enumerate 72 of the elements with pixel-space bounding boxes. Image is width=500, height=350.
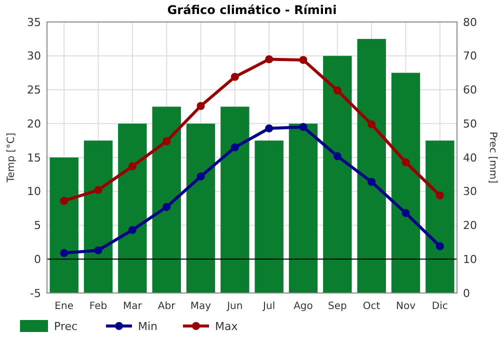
- y-tick-label: 10: [27, 185, 41, 198]
- point: [299, 56, 308, 64]
- x-tick-label: Ene: [54, 301, 74, 312]
- y2-tick-label: 60: [463, 84, 477, 97]
- x-tick-label: Sep: [328, 301, 347, 312]
- bar: [220, 106, 250, 293]
- bar: [426, 140, 454, 293]
- x-tick-label: Nov: [396, 301, 416, 312]
- point: [436, 191, 444, 200]
- y2-tick-label: 50: [463, 117, 477, 130]
- y2-tick-label: 80: [463, 16, 477, 29]
- bar: [288, 124, 318, 293]
- y2-tick-label: 30: [463, 185, 477, 198]
- y-tick-label: 25: [27, 84, 41, 97]
- point: [128, 162, 136, 170]
- bar: [118, 124, 147, 293]
- point: [299, 123, 308, 132]
- point: [368, 120, 376, 128]
- x-tick-label: May: [190, 301, 212, 312]
- point: [196, 102, 205, 110]
- point: [265, 55, 274, 64]
- point: [402, 209, 410, 218]
- point: [265, 124, 274, 132]
- chart-title: Gráfico climático - Rímini: [167, 3, 337, 17]
- bar: [357, 38, 386, 293]
- point: [230, 72, 239, 81]
- y2-tick-label: 20: [463, 219, 477, 232]
- y2-tick-label: 40: [463, 151, 477, 164]
- point: [333, 152, 342, 160]
- y2-tick-label: 10: [463, 252, 477, 266]
- y-tick-label: 20: [27, 117, 41, 130]
- x-tick-label: Jun: [226, 301, 243, 312]
- y-tick-label: 15: [27, 151, 41, 164]
- bar: [391, 72, 420, 293]
- y-tick-label: 35: [27, 16, 41, 29]
- bar: [50, 158, 78, 293]
- y2-axis-title: Prec [mm]: [487, 132, 498, 184]
- x-tick-label: Mar: [122, 301, 143, 312]
- bar: [84, 140, 113, 293]
- point: [94, 186, 102, 194]
- point: [333, 86, 342, 94]
- point: [402, 158, 410, 166]
- point: [196, 172, 205, 180]
- point: [230, 143, 239, 152]
- bar: [186, 124, 216, 293]
- point: [94, 246, 102, 254]
- y-axis-title: Temp [°C]: [6, 132, 17, 184]
- bar: [152, 106, 181, 293]
- y2-tick-label: 0: [463, 286, 470, 300]
- y-tick-label: -5: [30, 286, 41, 300]
- legend-label: Max: [215, 320, 238, 333]
- y-tick-label: 5: [34, 219, 41, 232]
- x-tick-label: Feb: [89, 301, 108, 312]
- point: [436, 242, 444, 250]
- y-tick-label: 30: [27, 50, 41, 63]
- legend-label: Prec: [54, 320, 78, 333]
- bar: [323, 56, 352, 293]
- x-tick-label: Oct: [362, 301, 380, 312]
- x-tick-label: Dic: [432, 301, 448, 312]
- point: [162, 202, 171, 211]
- point: [368, 178, 376, 186]
- bar: [254, 140, 284, 293]
- x-tick-label: Abr: [158, 301, 176, 312]
- point: [162, 137, 171, 146]
- point: [60, 196, 68, 205]
- point: [60, 249, 68, 258]
- x-tick-label: Ago: [294, 301, 313, 312]
- y2-tick-label: 70: [463, 50, 477, 63]
- x-tick-label: Jul: [262, 301, 276, 312]
- y-tick-label: 0: [34, 252, 41, 266]
- point: [128, 226, 136, 234]
- legend-label: Min: [138, 320, 158, 333]
